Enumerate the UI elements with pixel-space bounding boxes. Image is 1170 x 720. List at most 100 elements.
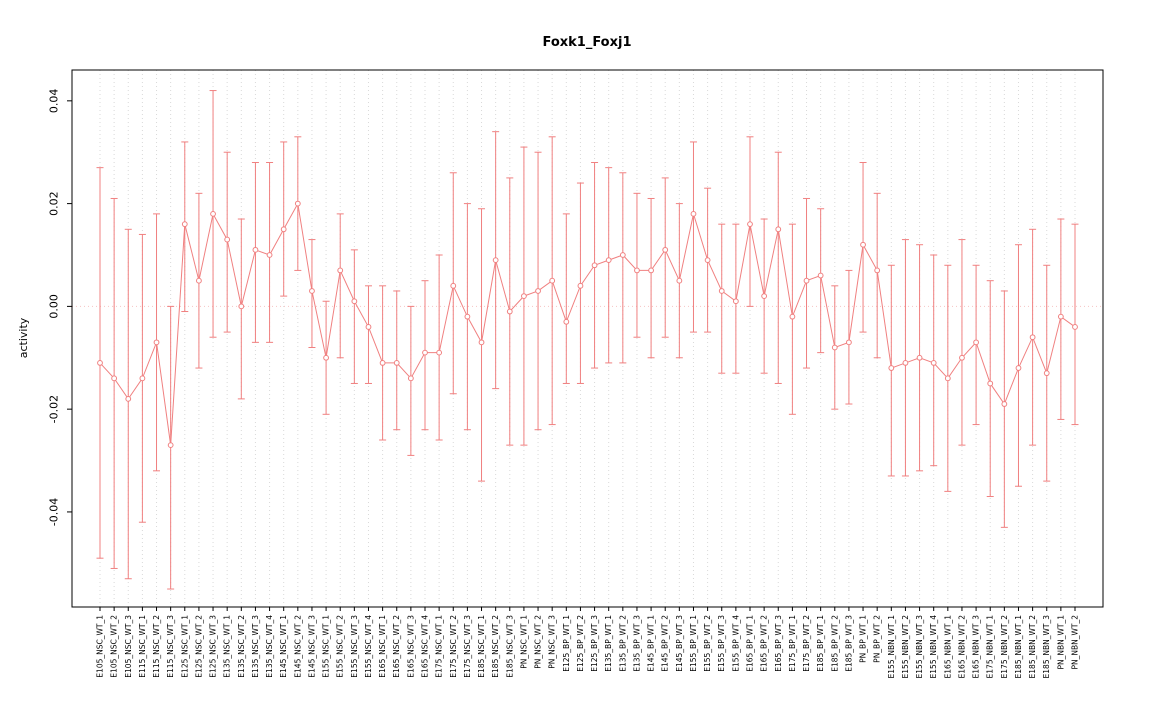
data-point [549, 277, 556, 284]
x-tick-label: E115_NSC_WT_3 [166, 615, 175, 678]
x-tick-label: E155_NSC_WT_2 [336, 615, 345, 678]
x-tick-label: PN_NSC_WT_3 [548, 615, 557, 669]
data-point [436, 349, 443, 356]
x-tick-label: PN_NBN_WT_2 [1071, 615, 1080, 670]
data-point [775, 226, 782, 233]
data-point [732, 298, 739, 305]
data-point [987, 380, 994, 387]
y-tick-label: 0.04 [48, 89, 61, 114]
x-tick-label: E135_BP_WT_3 [632, 615, 641, 672]
data-point [1001, 401, 1008, 407]
data-point [1072, 324, 1078, 330]
data-point [563, 318, 570, 325]
data-point [535, 288, 541, 294]
y-axis-label: activity [17, 317, 30, 358]
x-tick-label: PN_NBN_WT_1 [1056, 615, 1065, 670]
data-point [874, 267, 881, 274]
data-point [959, 354, 965, 361]
y-tick-label: 0.02 [48, 191, 61, 216]
x-tick-label: PN_BP_WT_2 [873, 615, 882, 663]
plot-area: -0.04 -0.02 0.00 0.02 0.04 E105_NSC_WT_1 E105_… [48, 69, 1104, 679]
data-point [690, 210, 697, 217]
x-tick-label: E115_NSC_WT_1 [138, 615, 147, 678]
series-line [99, 202, 1076, 446]
data-point [464, 313, 471, 320]
x-tick-label: E185_NSC_WT_1 [477, 615, 486, 678]
x-tick-label: E135_NSC_WT_2 [237, 615, 246, 678]
data-point [648, 267, 654, 274]
x-tick-label: E175_NSC_WT_3 [463, 615, 472, 678]
data-point [803, 277, 810, 284]
x-tick-label: E175_BP_WT_1 [788, 615, 797, 672]
x-tick-label: E155_BP_WT_2 [703, 615, 712, 672]
x-tick-label: PN_BP_WT_1 [859, 615, 868, 663]
x-tick-label: E155_BP_WT_1 [689, 615, 698, 672]
data-point [817, 272, 824, 279]
data-point [860, 241, 866, 248]
x-tick-label: E115_NSC_WT_2 [152, 615, 161, 678]
x-tick-label: E165_BP_WT_1 [746, 615, 755, 672]
data-point [153, 339, 160, 346]
data-point [577, 282, 584, 289]
data-point [634, 267, 640, 274]
x-tick-label: E185_BP_WT_3 [844, 615, 853, 672]
data-point [676, 277, 683, 284]
data-point [973, 339, 979, 346]
data-point [789, 313, 796, 320]
data-point [379, 360, 386, 366]
data-point [662, 246, 669, 253]
data-point [902, 360, 909, 366]
x-tick-label: E175_NSC_WT_2 [449, 615, 458, 678]
data-point [323, 354, 329, 361]
x-tick-label: E155_BP_WT_3 [717, 615, 726, 672]
data-point [393, 360, 400, 366]
x-tick-label: E155_NBN_WT_4 [929, 615, 938, 679]
x-tick-label: E155_NSC_WT_3 [350, 615, 359, 678]
x-tick-label: E185_NBN_WT_3 [1042, 615, 1051, 679]
x-tick-label: E165_NBN_WT_2 [957, 615, 966, 679]
x-tick-label: E165_NBN_WT_3 [972, 615, 981, 679]
data-point [181, 221, 188, 228]
x-tick-label: E145_NSC_WT_1 [279, 615, 288, 678]
data-point [266, 252, 273, 258]
x-tick-label: E155_BP_WT_4 [731, 615, 740, 672]
x-tick-label: E125_BP_WT_3 [590, 615, 599, 672]
data-point [1015, 365, 1022, 371]
x-tick-label: E135_BP_WT_1 [604, 615, 613, 672]
x-tick-label: E105_NSC_WT_3 [124, 615, 133, 678]
data-point [930, 360, 937, 366]
data-point [591, 262, 598, 269]
x-tick-label: E105_NSC_WT_2 [110, 615, 119, 678]
data-point [294, 200, 301, 207]
plot-border [71, 69, 1104, 608]
data-point [280, 226, 287, 233]
x-tick-label: E165_BP_WT_3 [774, 615, 783, 672]
x-tick-label: E145_BP_WT_2 [661, 615, 670, 672]
data-point [718, 288, 725, 294]
data-point [97, 360, 103, 366]
x-tick-label: E145_BP_WT_1 [647, 615, 656, 672]
x-tick-label: E165_NSC_WT_4 [421, 615, 430, 678]
data-point [831, 344, 838, 351]
data-point [888, 365, 895, 371]
x-tick-label: E105_NSC_WT_1 [96, 615, 105, 678]
x-tick-label: E125_BP_WT_2 [576, 615, 585, 672]
data-point [351, 298, 358, 305]
data-point [210, 210, 216, 217]
x-tick-label: E135_NSC_WT_4 [265, 615, 274, 678]
x-tick-label: E155_NSC_WT_1 [322, 615, 331, 678]
data-point [478, 339, 485, 346]
x-tick-label: E145_NSC_WT_3 [307, 615, 316, 678]
data-point [761, 293, 768, 300]
x-tick-label: E165_NBN_WT_1 [943, 615, 952, 679]
x-tick-label: E175_NSC_WT_1 [435, 615, 444, 678]
x-tick-label: E175_NBN_WT_1 [986, 615, 995, 679]
data-point [252, 246, 259, 253]
x-tick-label: E155_NBN_WT_1 [887, 615, 896, 679]
data-point [747, 221, 753, 228]
x-tick-label: E185_NBN_WT_1 [1014, 615, 1023, 679]
data-point [846, 339, 852, 346]
x-tick-label: E155_NSC_WT_4 [364, 615, 373, 678]
x-tick-label: E185_BP_WT_2 [830, 615, 839, 672]
